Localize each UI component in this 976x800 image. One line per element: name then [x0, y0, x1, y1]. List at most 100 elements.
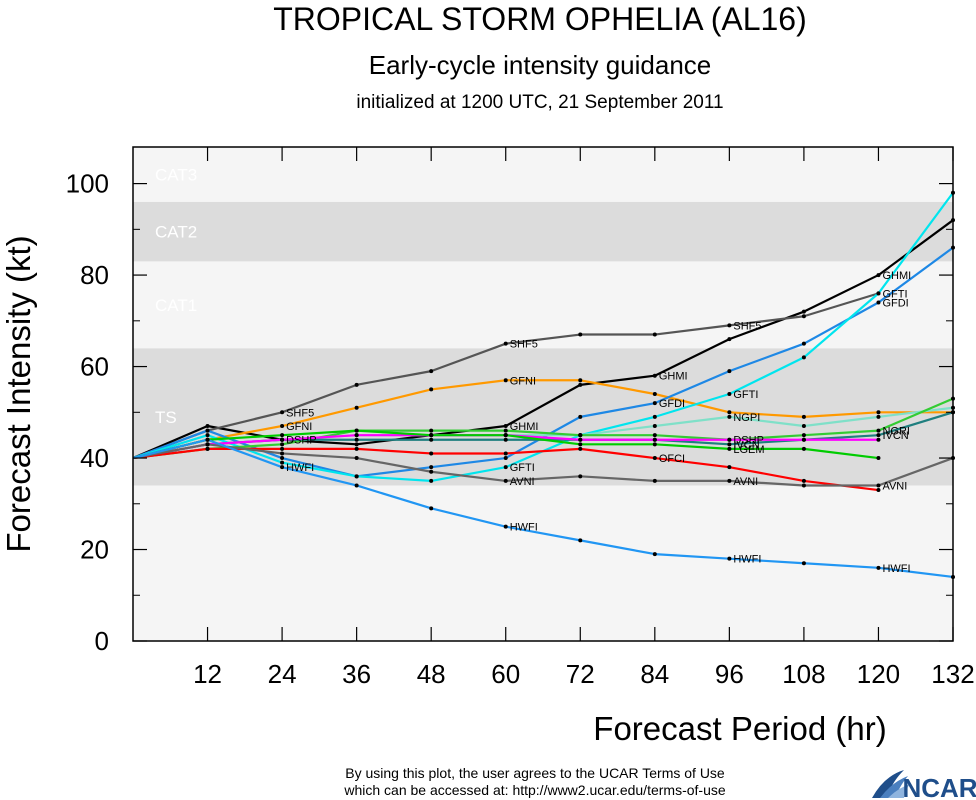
data-point-ghmi-36: [354, 442, 359, 447]
series-label-hwfi-24: HWFI: [286, 462, 314, 474]
data-point-gfti-120: [876, 291, 881, 296]
data-point-lgem-108: [801, 446, 806, 451]
series-label-hwfi-60: HWFI: [510, 522, 538, 534]
data-point-dshp-24: [280, 437, 285, 442]
data-point-dshp-36: [354, 433, 359, 438]
x-tick-label-24: 24: [268, 659, 297, 689]
x-tick-label-120: 120: [857, 659, 900, 689]
series-label-gfti-60: GFTI: [510, 462, 535, 474]
series-label-avni-120: AVNI: [882, 480, 907, 492]
series-label-avni-96: AVNI: [733, 476, 758, 488]
data-point-avni-120: [876, 483, 881, 488]
data-point-hwfi-96: [727, 556, 732, 561]
data-point-hwfi-120: [876, 565, 881, 570]
data-point-ngpi-96: [727, 414, 732, 419]
data-point-gfni-96: [727, 410, 732, 415]
chart-init-time: initialized at 1200 UTC, 21 September 20…: [356, 92, 723, 113]
data-point-lgem-72: [578, 442, 583, 447]
data-point-lgem-24: [280, 433, 285, 438]
series-label-lgem-96: LGEM: [733, 444, 764, 456]
series-label-ngpi-96: NGPI: [733, 412, 760, 424]
data-point-lgem-84: [652, 442, 657, 447]
data-point-ivcn-96: [727, 442, 732, 447]
data-point-dshp-108: [801, 437, 806, 442]
data-point-gfti-84: [652, 414, 657, 419]
x-tick-label-96: 96: [715, 659, 744, 689]
data-point-shf5-84: [652, 332, 657, 337]
data-point-lgem-96: [727, 446, 732, 451]
x-tick-label-48: 48: [417, 659, 446, 689]
data-point-ngri-72: [578, 433, 583, 438]
data-point-gfdi-108: [801, 341, 806, 346]
data-point-ofci-36: [354, 446, 359, 451]
chart-subtitle: Early-cycle intensity guidance: [369, 50, 712, 80]
data-point-lgem-48: [429, 433, 434, 438]
band-label-cat1: CAT1: [155, 296, 197, 315]
data-point-ghmi-72: [578, 382, 583, 387]
data-point-gfdi-84: [652, 401, 657, 406]
data-point-ofci-96: [727, 465, 732, 470]
data-point-ngri-60: [503, 428, 508, 433]
series-label-ghmi-84: GHMI: [659, 371, 688, 383]
data-point-ngpi-120: [876, 414, 881, 419]
series-label-shf5-96: SHF5: [733, 320, 761, 332]
terms-line-1: By using this plot, the user agrees to t…: [345, 765, 725, 781]
series-line-ngri: [132, 397, 954, 460]
series-label-ghmi-120: GHMI: [882, 270, 911, 282]
data-point-ofci-48: [429, 451, 434, 456]
data-point-dshp-120: [876, 437, 881, 442]
x-tick-label-108: 108: [782, 659, 825, 689]
data-point-avni-48: [429, 469, 434, 474]
data-point-lgem-60: [503, 433, 508, 438]
data-point-lgem-36: [354, 428, 359, 433]
data-point-ghmi-84: [652, 373, 657, 378]
data-point-ivcn-60: [503, 437, 508, 442]
band-label-ts: TS: [155, 408, 177, 427]
series-label-dshp-96: DSHP: [733, 435, 764, 447]
data-point-hwfi-36: [354, 483, 359, 488]
data-point-gfti-24: [280, 460, 285, 465]
y-tick-label-80: 80: [80, 260, 109, 290]
x-tick-label-132: 132: [931, 659, 974, 689]
data-point-avni-84: [652, 478, 657, 483]
series-label-ivcn-96: IVCN: [733, 439, 759, 451]
data-point-hwfi-84: [652, 552, 657, 557]
data-point-avni-108: [801, 483, 806, 488]
data-point-ofci-84: [652, 456, 657, 461]
x-tick-label-36: 36: [342, 659, 371, 689]
series-label-avni-60: AVNI: [510, 476, 535, 488]
x-tick-label-12: 12: [193, 659, 222, 689]
series-line-gfni: [132, 379, 953, 460]
series-label-ofci-84: OFCI: [659, 453, 685, 465]
data-point-hwfi-12: [205, 437, 210, 442]
plot-background: [133, 147, 953, 641]
series-label-shf5-24: SHF5: [286, 407, 314, 419]
series-points: [205, 190, 955, 579]
data-point-ngpi-108: [801, 424, 806, 429]
y-tick-label-0: 0: [95, 626, 109, 656]
data-point-ofci-12: [205, 446, 210, 451]
series-line-avni: [132, 443, 954, 487]
data-point-gfdi-60: [503, 456, 508, 461]
data-point-gfni-24: [280, 424, 285, 429]
data-point-dshp-96: [727, 437, 732, 442]
data-point-ghmi-12: [205, 424, 210, 429]
data-point-gfti-12: [205, 433, 210, 438]
data-point-shf5-72: [578, 332, 583, 337]
data-point-avni-96: [727, 478, 732, 483]
data-point-gfdi-96: [727, 369, 732, 374]
data-point-avni-72: [578, 474, 583, 479]
series-lines: [132, 192, 954, 579]
band-ts: [133, 348, 953, 486]
y-tick-label-40: 40: [80, 443, 109, 473]
data-point-ngri-108: [801, 433, 806, 438]
data-point-gfni-84: [652, 392, 657, 396]
band-cat2: [133, 201, 953, 262]
data-point-shf5-24: [280, 410, 285, 415]
ncar-logo: NCAR: [872, 770, 976, 800]
data-point-shf5-36: [354, 382, 359, 387]
data-point-avni-12: [205, 442, 210, 447]
x-tick-label-84: 84: [640, 659, 669, 689]
data-point-ghmi-120: [876, 273, 881, 278]
